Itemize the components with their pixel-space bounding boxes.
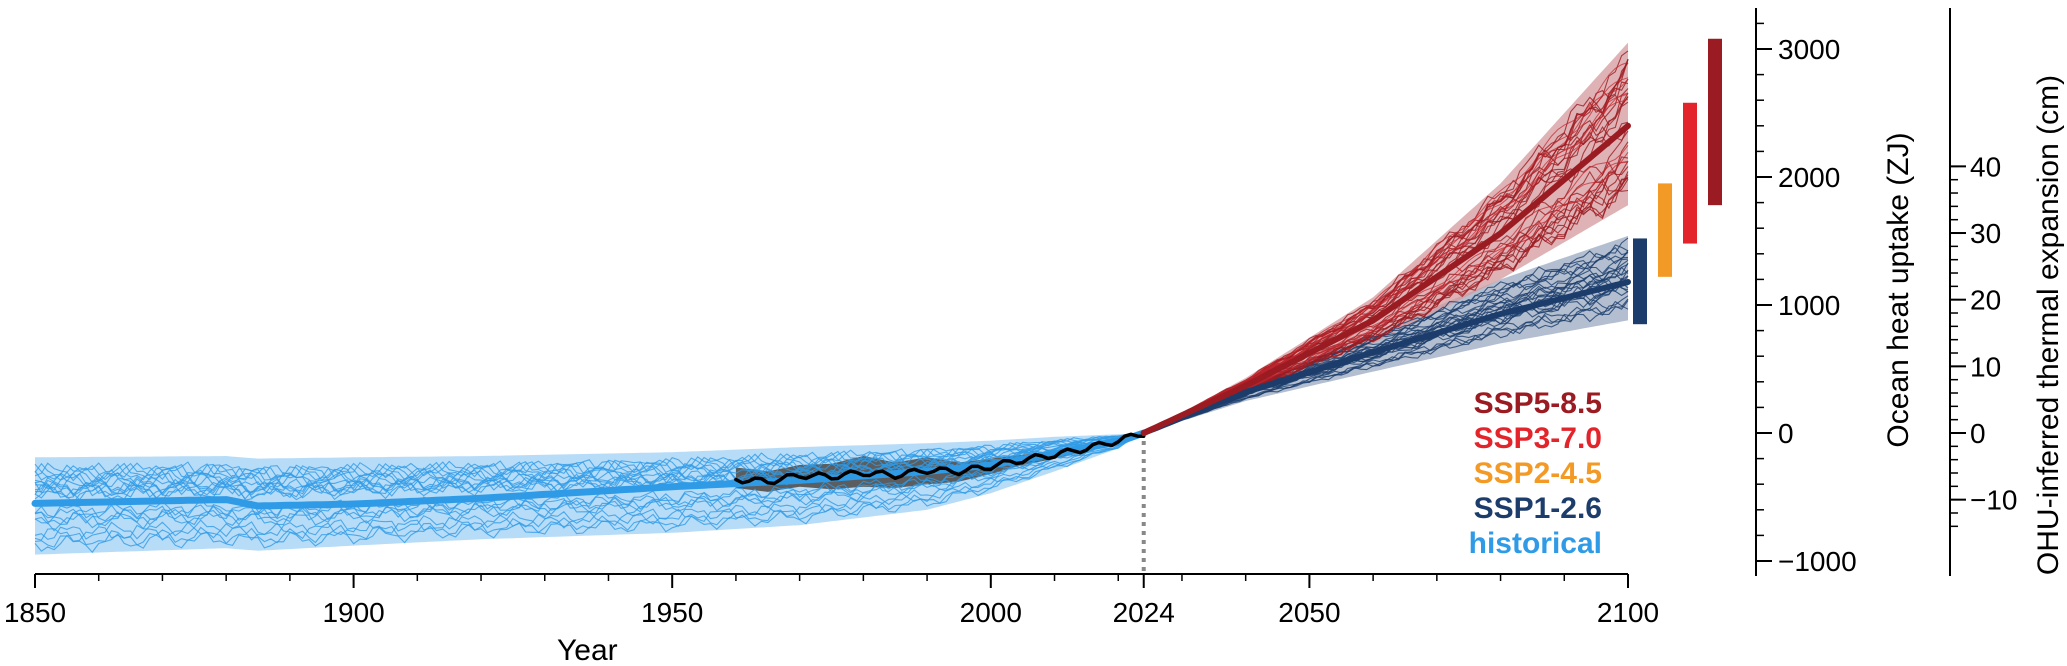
member-line-historical: [34, 432, 1144, 525]
mean-line-ssp1-2-6: [1140, 279, 1631, 436]
range-bars-2100: [1633, 38, 1722, 325]
member-line-ssp1-2-6: [1143, 295, 1629, 434]
y-tick-label-cm: 30: [1970, 218, 2001, 249]
member-line-historical: [34, 432, 1144, 540]
legend-entry-ssp5-8-5: SSP5-8.5: [1474, 387, 1602, 420]
y-tick-label-cm: 40: [1970, 151, 2001, 182]
x-axis-title: Year: [557, 634, 618, 666]
legend-entry-historical: historical: [1469, 527, 1602, 560]
legend: SSP5-8.5SSP3-7.0SSP2-4.5SSP1-2.6historic…: [1469, 387, 1602, 560]
range-bar-ssp3-7-0: [1683, 102, 1697, 244]
x-tick-label: 1900: [322, 597, 384, 628]
y-tick-label-ohu: 2000: [1778, 162, 1840, 193]
mean-line-historical: [31, 429, 1148, 510]
member-line-ssp5-8-5: [1143, 62, 1629, 434]
legend-entry-ssp2-4-5: SSP2-4.5: [1474, 457, 1602, 490]
x-tick-label: 1850: [4, 597, 66, 628]
mean-line-observations: [734, 432, 1146, 486]
legend-entry-ssp3-7-0: SSP3-7.0: [1474, 422, 1602, 455]
y-tick-label-cm: 20: [1970, 285, 2001, 316]
y-axis-title-thermal-expansion: OHU-inferred thermal expansion (cm): [2032, 75, 2065, 575]
member-line-historical: [34, 432, 1144, 491]
mean-line-ssp5-8-5: [1140, 122, 1631, 436]
y-tick-label-ohu: −1000: [1778, 546, 1857, 577]
x-tick-label: 2100: [1597, 597, 1659, 628]
y-tick-label-ohu: 1000: [1778, 290, 1840, 321]
y-tick-label-cm: 10: [1970, 351, 2001, 382]
x-axis: 1850 1900 1950 2000 2024 2050 2100: [4, 573, 1659, 628]
y-axis-title-ohu: Ocean heat uptake (ZJ): [1882, 132, 1915, 447]
y-tick-label-ohu: 0: [1778, 418, 1794, 449]
series-lines: [31, 50, 1631, 554]
member-line-historical: [34, 432, 1144, 497]
member-line-ssp3-7-0: [1143, 61, 1629, 434]
x-tick-label: 1950: [641, 597, 703, 628]
legend-entry-ssp1-2-6: SSP1-2.6: [1474, 492, 1602, 525]
y-axis-ohu: 3000 2000 1000 0 −1000: [1755, 8, 1857, 577]
y-tick-label-cm: 0: [1970, 418, 1986, 449]
member-line-ssp1-2-6: [1143, 300, 1629, 434]
member-line-historical: [34, 432, 1144, 482]
range-bar-ssp5-8-5: [1708, 38, 1722, 206]
member-line-historical: [34, 432, 1144, 548]
y-tick-label-ohu: 3000: [1778, 34, 1840, 65]
y-axis-thermal-expansion: 40 30 20 10 0 −10: [1949, 8, 2018, 576]
x-tick-label: 2024: [1113, 597, 1175, 628]
member-line-historical: [34, 432, 1144, 484]
y-tick-label-cm: −10: [1970, 485, 2018, 516]
member-line-historical: [34, 432, 1144, 499]
range-bar-ssp2-4-5: [1658, 183, 1672, 277]
range-bar-ssp1-2-6: [1633, 238, 1647, 325]
member-line-historical: [34, 432, 1144, 489]
member-line-ssp5-8-5: [1143, 50, 1629, 434]
x-tick-label: 2000: [960, 597, 1022, 628]
x-tick-label: 2050: [1278, 597, 1340, 628]
member-line-historical: [34, 432, 1144, 554]
